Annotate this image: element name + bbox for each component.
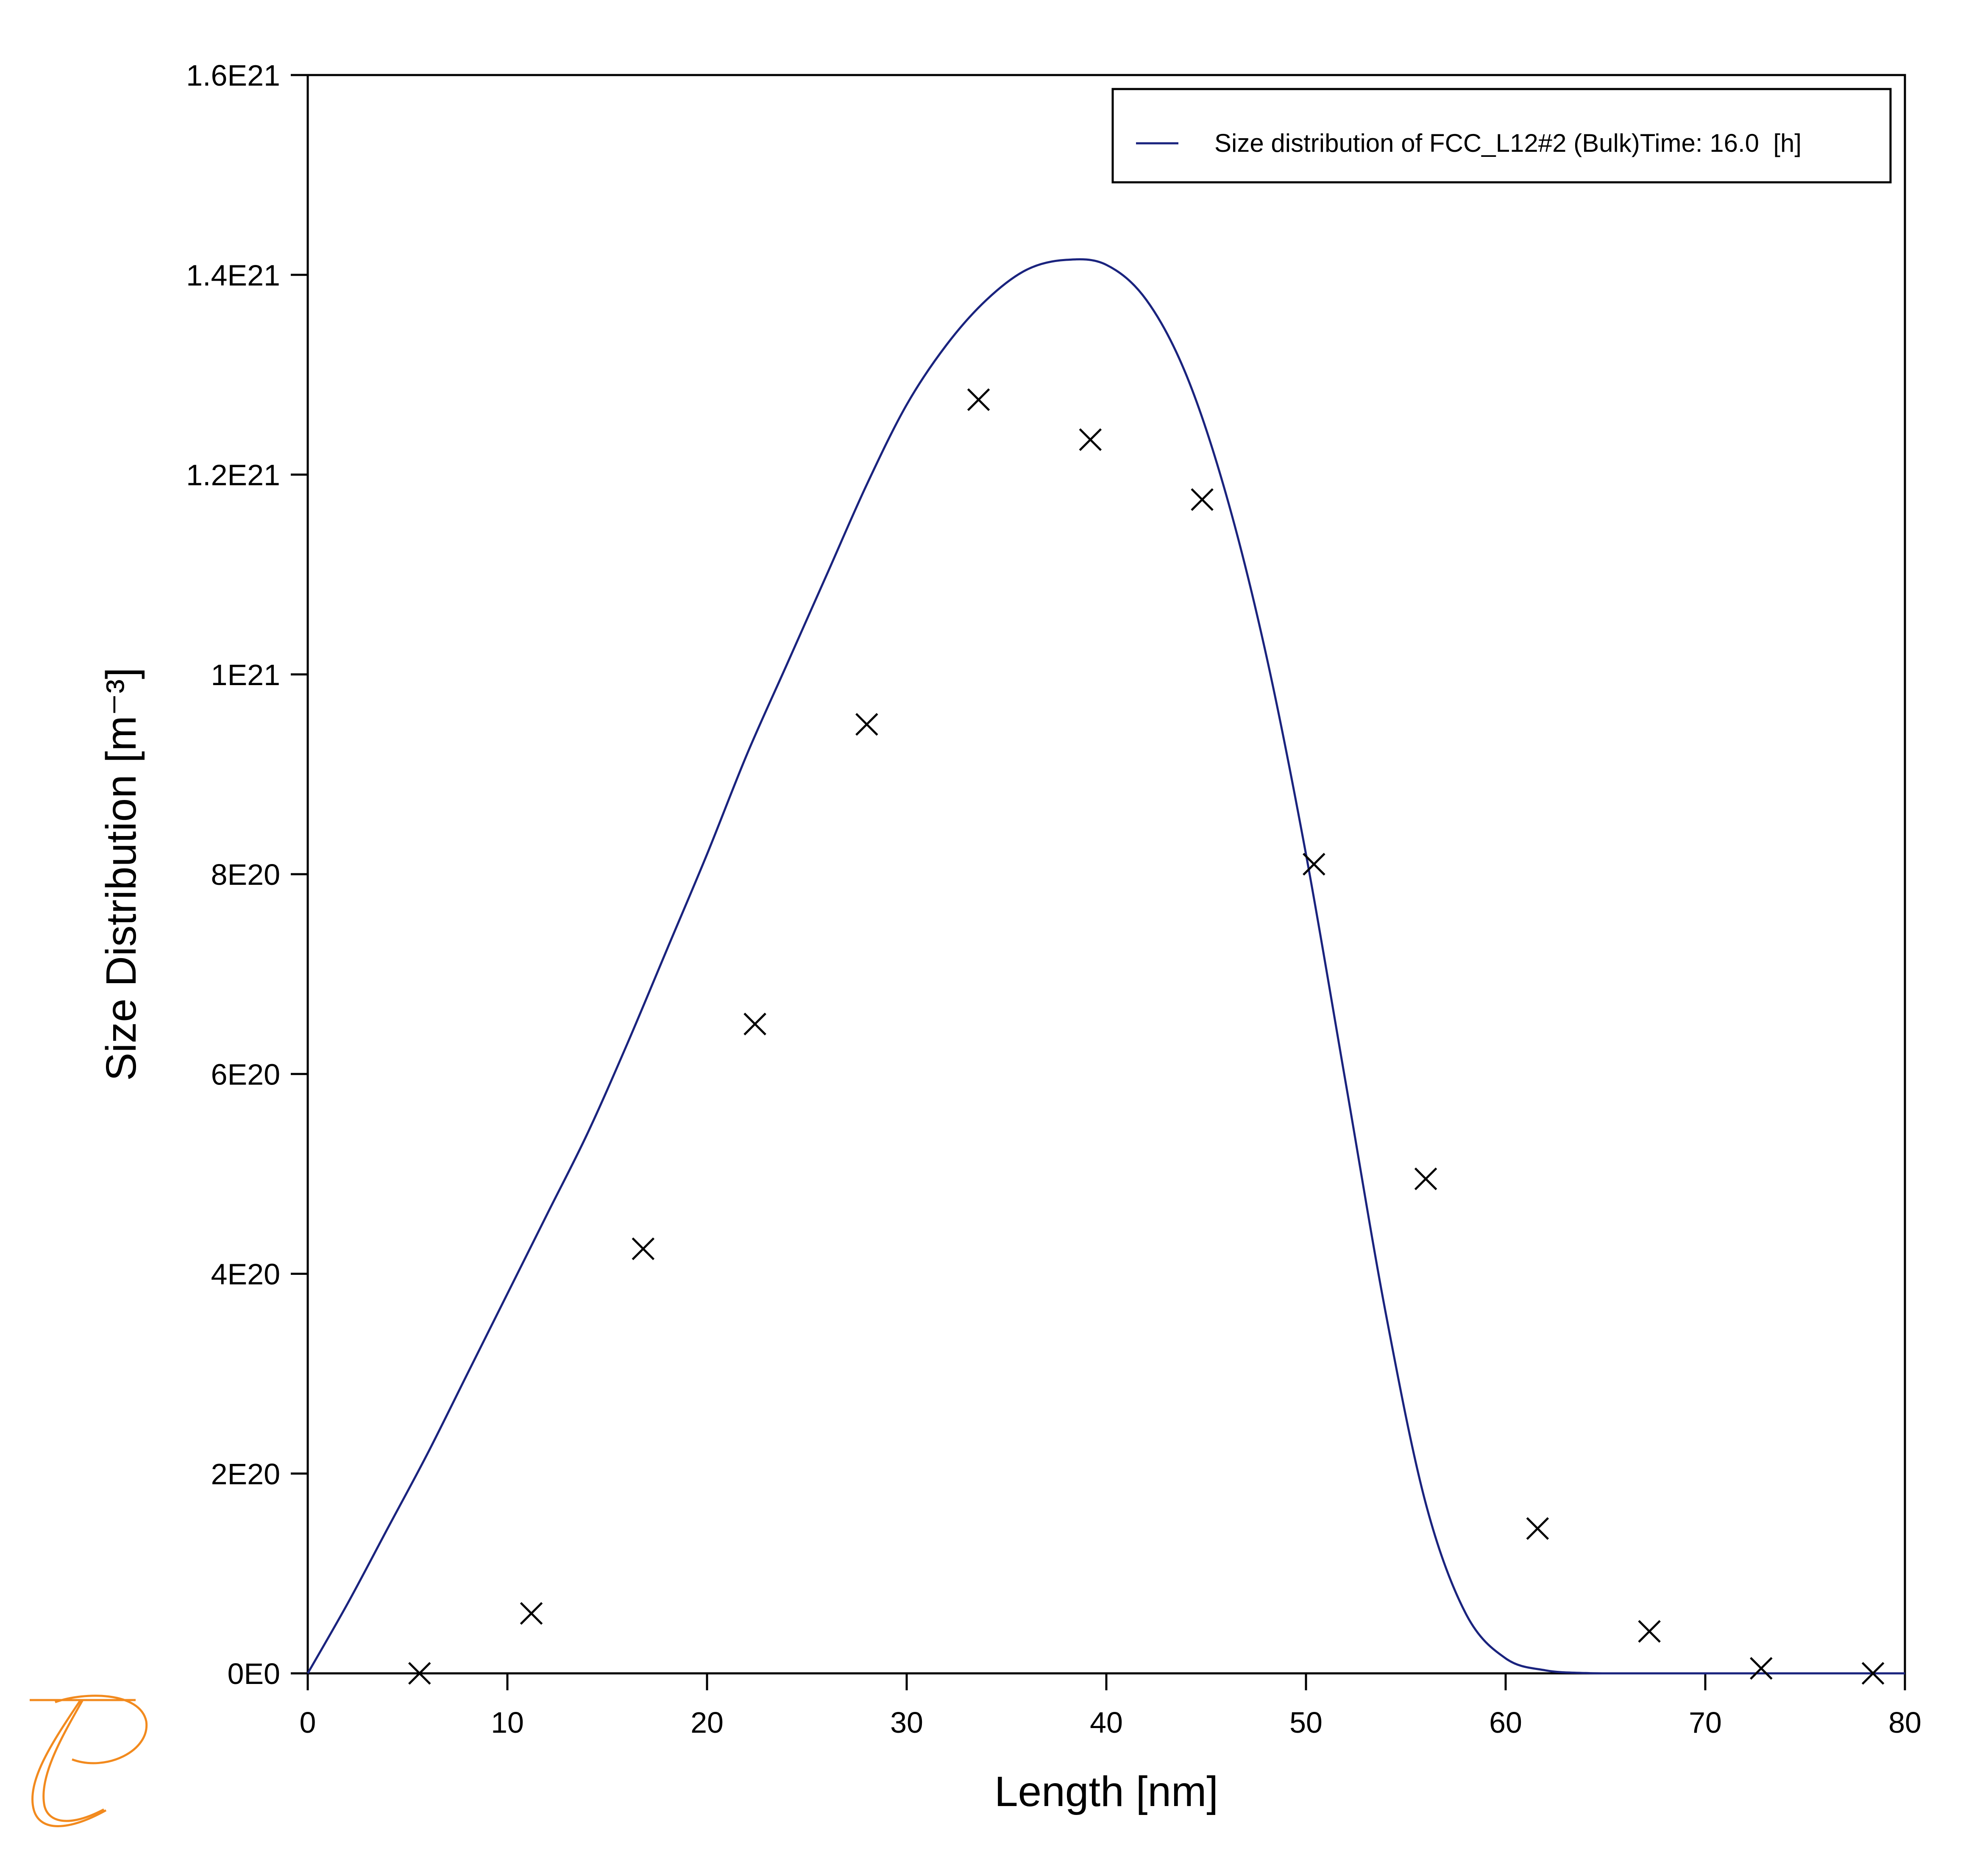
scatter-markers <box>408 388 1885 1685</box>
scatter-point <box>520 1602 543 1625</box>
scatter-point <box>1638 1620 1661 1643</box>
y-tick-label: 2E20 <box>211 1458 280 1491</box>
thermo-calc-logo <box>30 1695 148 1827</box>
scatter-point <box>967 388 990 411</box>
scatter-point <box>1526 1517 1549 1540</box>
x-axis: 0 10 20 30 40 50 60 70 80 <box>300 1673 1921 1739</box>
scatter-point <box>1079 428 1102 451</box>
y-tick-label: 0E0 <box>227 1657 280 1690</box>
scatter-point <box>1861 1662 1885 1685</box>
y-tick-label: 1.2E21 <box>186 459 280 492</box>
series-line <box>306 258 1905 1675</box>
x-tick-label: 40 <box>1090 1706 1123 1739</box>
scatter-point <box>855 713 878 736</box>
y-tick-label: 1.4E21 <box>186 259 280 292</box>
scatter-point <box>1414 1167 1437 1190</box>
y-tick-label: 4E20 <box>211 1258 280 1291</box>
scatter-point <box>1303 853 1325 876</box>
scatter-point <box>632 1237 655 1260</box>
y-axis: 0E0 2E20 4E20 6E20 8E20 1E21 1.2E21 1.4E21 1.6E2… <box>186 59 308 1690</box>
legend-label: Size distribution of FCC_L12#2 (Bulk)Tim… <box>1214 129 1802 157</box>
legend-box <box>1111 88 1892 184</box>
y-tick-label: 1.6E21 <box>186 59 280 92</box>
scatter-point <box>1191 488 1214 511</box>
x-tick-label: 10 <box>491 1706 524 1739</box>
x-tick-label: 70 <box>1689 1706 1722 1739</box>
plot-area <box>306 74 1906 1675</box>
x-tick-label: 20 <box>691 1706 724 1739</box>
x-tick-label: 50 <box>1289 1706 1323 1739</box>
x-axis-title: Length [nm] <box>994 1768 1218 1815</box>
scatter-point <box>1750 1657 1773 1680</box>
x-tick-label: 80 <box>1888 1706 1921 1739</box>
x-tick-label: 30 <box>890 1706 923 1739</box>
y-axis-title: Size Distribution [m⁻³] <box>97 667 145 1081</box>
y-tick-label: 6E20 <box>211 1058 280 1091</box>
x-tick-label: 0 <box>300 1706 316 1739</box>
y-tick-label: 8E20 <box>211 858 280 891</box>
legend: Size distribution of FCC_L12#2 (Bulk)Tim… <box>1111 88 1892 184</box>
scatter-point <box>408 1662 431 1685</box>
x-tick-label: 60 <box>1489 1706 1522 1739</box>
scatter-point <box>743 1012 766 1036</box>
y-tick-label: 1E21 <box>211 658 280 691</box>
